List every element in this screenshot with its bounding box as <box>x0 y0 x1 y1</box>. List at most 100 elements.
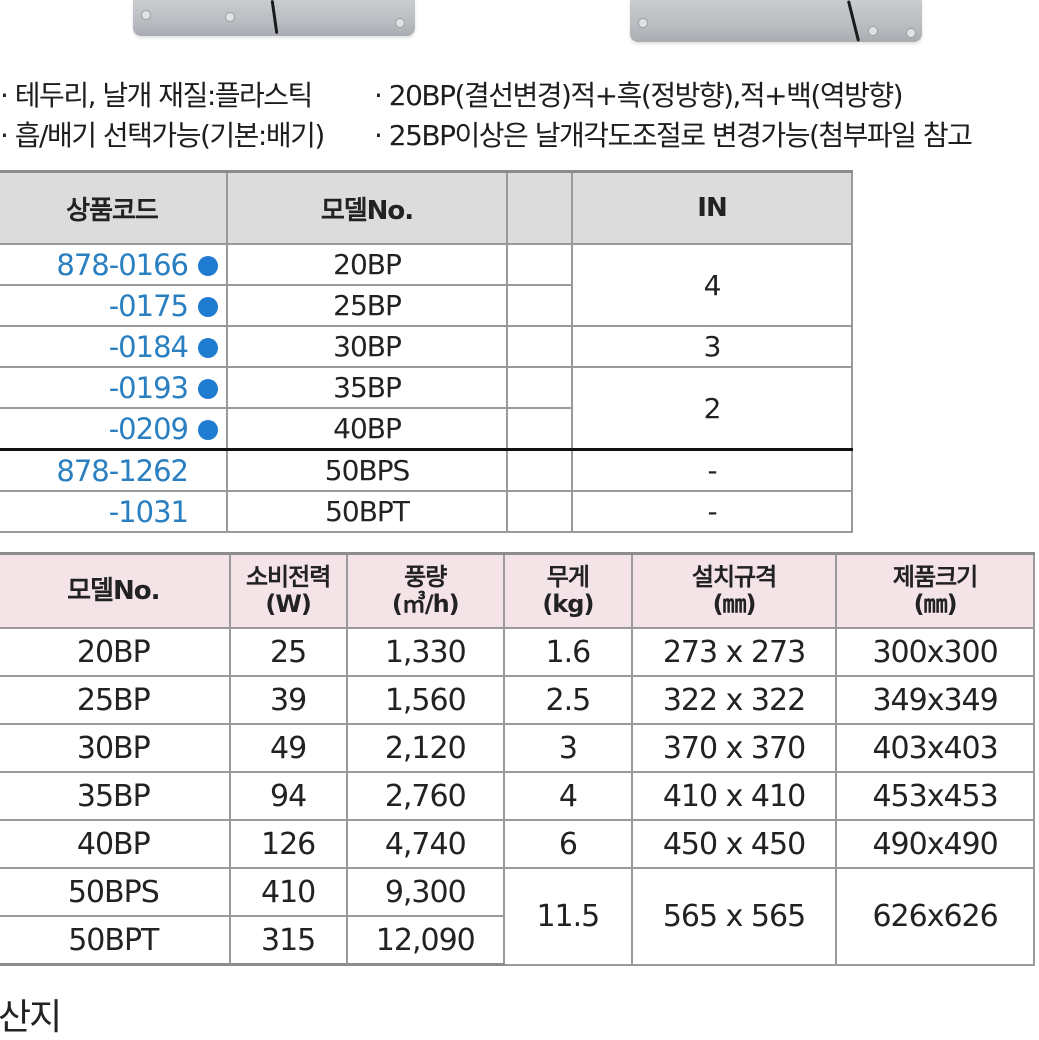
stock-dot-icon <box>198 337 218 358</box>
fan-image-left <box>133 0 415 36</box>
airflow-cell: 4,740 <box>345 819 505 869</box>
header-product-size: 제품크기 (㎜) <box>835 552 1035 629</box>
screw-hole <box>141 10 151 20</box>
origin-label: 산지 <box>0 997 62 1038</box>
weight-cell: 11.5 <box>502 867 633 966</box>
note-wiring: · 20BP(결선변경)적+흑(정방향),적+백(역방향) <box>374 79 904 112</box>
weight-cell: 1.6 <box>502 627 633 677</box>
airflow-cell: 2,120 <box>345 723 505 773</box>
size-cell: 403x403 <box>835 723 1035 773</box>
product-code-cell: -0175 <box>0 284 228 327</box>
header-power-label: 소비전력 <box>245 563 331 591</box>
model-cell: 30BP <box>226 325 508 368</box>
table-header-row: 상품코드 모델No. IN <box>0 170 853 245</box>
model-cell: 40BP <box>0 819 231 869</box>
model-cell: 35BP <box>226 366 508 409</box>
airflow-cell: 1,330 <box>345 627 505 677</box>
stock-dot-icon <box>198 255 218 276</box>
product-code-cell: -0184 <box>0 325 228 368</box>
model-cell: 50BPS <box>0 867 231 917</box>
size-cell: 453x453 <box>835 771 1035 821</box>
power-cell: 126 <box>228 819 348 869</box>
product-code-link[interactable]: -1031 <box>108 494 189 529</box>
install-cell: 410 x 410 <box>630 771 838 821</box>
header-model-no: 모델No. <box>0 552 231 629</box>
in-cell: 3 <box>571 325 853 368</box>
weight-cell: 6 <box>502 819 633 869</box>
note-intake-exhaust: · 흡/배기 선택가능(기본:배기) <box>0 119 325 152</box>
product-code-link[interactable]: -0193 <box>108 370 189 405</box>
screw-hole <box>225 12 235 22</box>
table-row: 50BPT 315 12,090 <box>0 915 1034 966</box>
model-cell: 25BP <box>226 284 508 327</box>
in-cell: 4 <box>571 243 853 327</box>
product-code-table: 상품코드 모델No. IN 878-0166 20BP 4 -0175 25BP… <box>0 170 853 533</box>
model-cell: 20BP <box>0 627 231 677</box>
header-product-code: 상품코드 <box>0 170 228 245</box>
power-cable <box>846 0 861 42</box>
model-cell: 50BPT <box>226 490 508 533</box>
airflow-cell: 1,560 <box>345 675 505 725</box>
product-code-link[interactable]: 878-1262 <box>56 453 189 488</box>
product-code-link[interactable]: -0184 <box>108 329 189 364</box>
screw-hole <box>638 18 648 28</box>
table-row: 50BPS 410 9,300 11.5 565 x 565 626x626 <box>0 867 1035 966</box>
weight-cell: 3 <box>502 723 633 773</box>
table-header-row: 모델No. 소비전력 (W) 풍량 (㎥/h) 무게 (kg) 설치규격 (㎜) 제품크… <box>0 552 1035 629</box>
power-cell: 39 <box>228 675 348 725</box>
product-code-cell: -1031 <box>0 490 228 533</box>
size-cell: 626x626 <box>835 867 1035 966</box>
power-cell: 410 <box>228 867 348 917</box>
power-cell: 49 <box>228 723 348 773</box>
header-install-label: 설치규격 <box>691 563 777 591</box>
header-model-no: 모델No. <box>226 170 508 245</box>
in-cell: 2 <box>571 366 853 451</box>
note-material: · 테두리, 날개 재질:플라스틱 <box>0 79 313 112</box>
product-code-cell: -0209 <box>0 407 228 451</box>
model-cell: 40BP <box>226 407 508 451</box>
header-install-size: 설치규격 (㎜) <box>630 552 838 629</box>
header-in: IN <box>571 170 853 245</box>
table-row: 35BP 94 2,760 4 410 x 410 453x453 <box>0 771 1035 821</box>
product-code-link[interactable]: -0209 <box>108 411 189 446</box>
table-row: 878-0166 20BP 4 <box>0 243 853 327</box>
blank-cell <box>506 490 573 533</box>
product-code-link[interactable]: 878-0166 <box>56 247 189 282</box>
stock-dot-icon <box>198 378 218 399</box>
model-cell: 30BP <box>0 723 231 773</box>
product-notes: · 테두리, 날개 재질:플라스틱 · 20BP(결선변경)적+흑(정방향),적… <box>0 76 1039 156</box>
product-code-cell: -0193 <box>0 366 228 409</box>
in-cell: - <box>571 448 853 492</box>
model-cell: 50BPT <box>0 915 231 966</box>
power-cell: 25 <box>228 627 348 677</box>
blank-cell <box>506 243 573 286</box>
header-airflow-unit: (㎥/h) <box>391 590 460 618</box>
blank-cell <box>506 366 573 409</box>
notes-line-1: · 테두리, 날개 재질:플라스틱 · 20BP(결선변경)적+흑(정방향),적… <box>0 76 1039 116</box>
product-code-link[interactable]: -0175 <box>108 288 189 323</box>
model-cell: 20BP <box>226 243 508 286</box>
header-power-unit: (W) <box>265 590 311 618</box>
product-code-cell: 878-1262 <box>0 448 228 492</box>
table-row: -0209 40BP <box>0 407 852 451</box>
fan-image-right <box>630 0 922 42</box>
blank-cell <box>506 284 573 327</box>
airflow-cell: 9,300 <box>345 867 505 917</box>
model-cell: 25BP <box>0 675 231 725</box>
stock-dot-placeholder <box>198 462 218 482</box>
header-weight-unit: (kg) <box>542 590 594 618</box>
screw-hole <box>868 26 878 36</box>
header-airflow-label: 풍량 <box>404 563 447 591</box>
header-blank <box>506 170 573 245</box>
table-row: -0193 35BP 2 <box>0 366 853 451</box>
blank-cell <box>506 325 573 368</box>
product-code-cell: 878-0166 <box>0 243 228 286</box>
table-row: 40BP 126 4,740 6 450 x 450 490x490 <box>0 819 1035 869</box>
blank-cell <box>506 407 573 451</box>
stock-dot-icon <box>198 419 218 440</box>
header-weight: 무게 (kg) <box>502 552 633 629</box>
size-cell: 490x490 <box>835 819 1035 869</box>
table-row: -0175 25BP <box>0 284 852 327</box>
table-row: -1031 50BPT - <box>0 490 853 533</box>
model-cell: 50BPS <box>226 448 508 492</box>
